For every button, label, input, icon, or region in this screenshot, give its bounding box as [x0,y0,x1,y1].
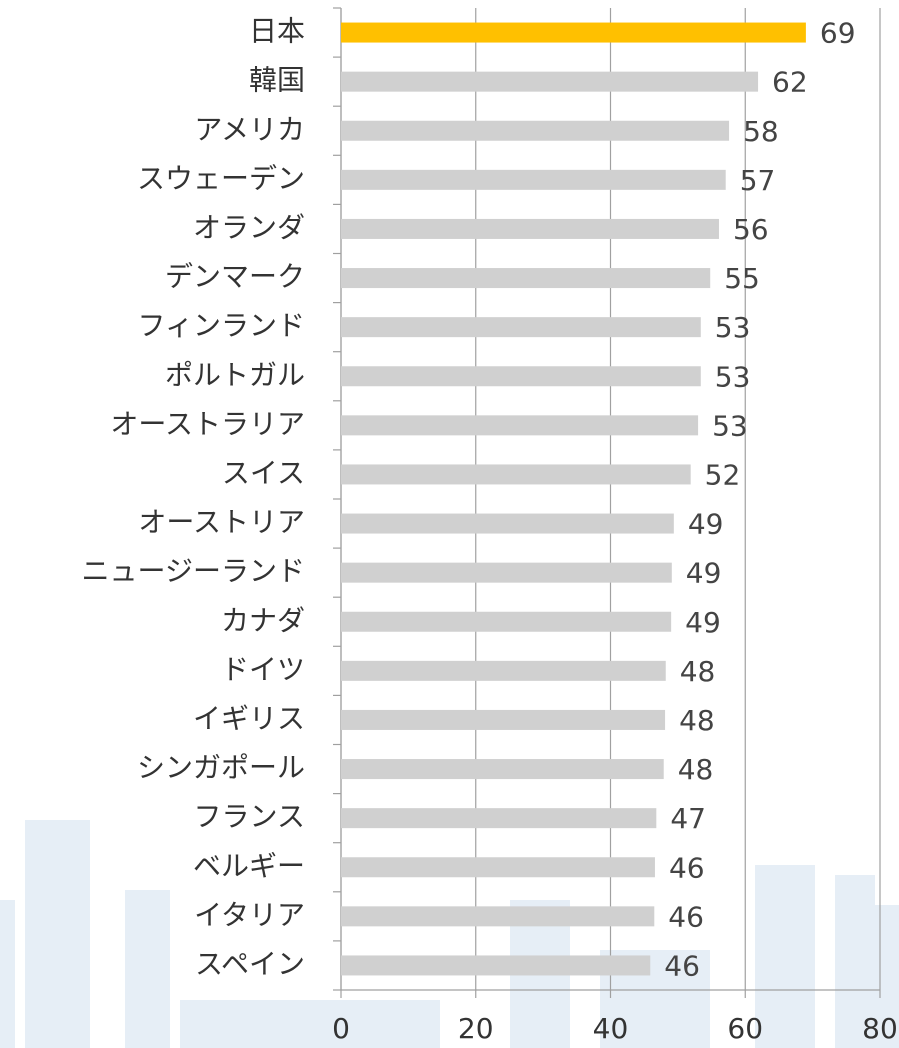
value-label: 69 [820,17,856,50]
y-tick-label: ドイツ [221,653,305,686]
bar [341,464,691,485]
bar [341,906,655,927]
bar [341,22,806,43]
value-label: 52 [705,458,741,491]
bar [341,366,701,387]
y-tick-label: シンガポール [137,751,305,784]
y-tick-label: オーストリア [138,506,305,539]
bar [341,857,655,878]
value-label: 53 [715,360,751,393]
bar [341,317,701,338]
value-label: 48 [678,753,714,786]
y-tick-label: スイス [222,456,305,489]
y-tick-label: スペイン [195,947,305,980]
y-tick-label: ポルトガル [165,358,305,391]
bar [341,268,711,289]
bar [341,513,674,534]
value-label: 47 [670,802,706,835]
y-tick-label: フィンランド [138,309,305,342]
y-tick-label: 日本 [249,15,305,48]
bar [341,218,719,239]
y-tick-label: ニュージーランド [82,555,305,588]
y-tick-label: カナダ [221,604,305,637]
bar [341,660,666,681]
bar [341,562,672,583]
value-label: 49 [686,557,722,590]
value-label: 58 [743,115,779,148]
bar [341,71,759,92]
value-label: 57 [740,164,776,197]
y-tick-label: オランダ [193,211,305,244]
y-tick-label: イタリア [194,898,305,931]
x-tick-label: 60 [727,1012,763,1045]
bar [341,120,730,141]
y-tick-label: スウェーデン [137,162,305,195]
value-label: 48 [679,704,715,737]
value-label: 53 [715,311,751,344]
skyline-background [0,820,899,1048]
x-tick-label: 0 [332,1012,350,1045]
x-tick-label: 20 [458,1012,494,1045]
y-tick-label: デンマーク [165,260,305,293]
value-label: 46 [664,949,700,982]
bar [341,808,657,829]
y-tick-label: フランス [194,800,305,833]
bar [341,955,651,976]
y-tick-label: アメリカ [194,113,305,146]
bar [341,415,699,436]
value-label: 53 [712,409,748,442]
bar [341,709,666,730]
y-tick-label: オーストラリア [110,407,305,440]
y-tick-label: 韓国 [249,64,305,97]
value-label: 48 [680,655,716,688]
value-label: 56 [733,213,769,246]
value-label: 55 [724,262,760,295]
y-tick-label: イギリス [193,702,305,735]
bar [341,759,664,780]
value-label: 46 [669,851,705,884]
value-label: 46 [668,900,704,933]
value-label: 49 [688,508,724,541]
bar [341,169,726,190]
bar [341,611,672,632]
x-tick-label: 40 [593,1012,629,1045]
y-tick-label: ベルギー [193,849,305,882]
value-label: 62 [772,66,808,99]
x-tick-label: 80 [862,1012,898,1045]
value-label: 49 [685,606,721,639]
